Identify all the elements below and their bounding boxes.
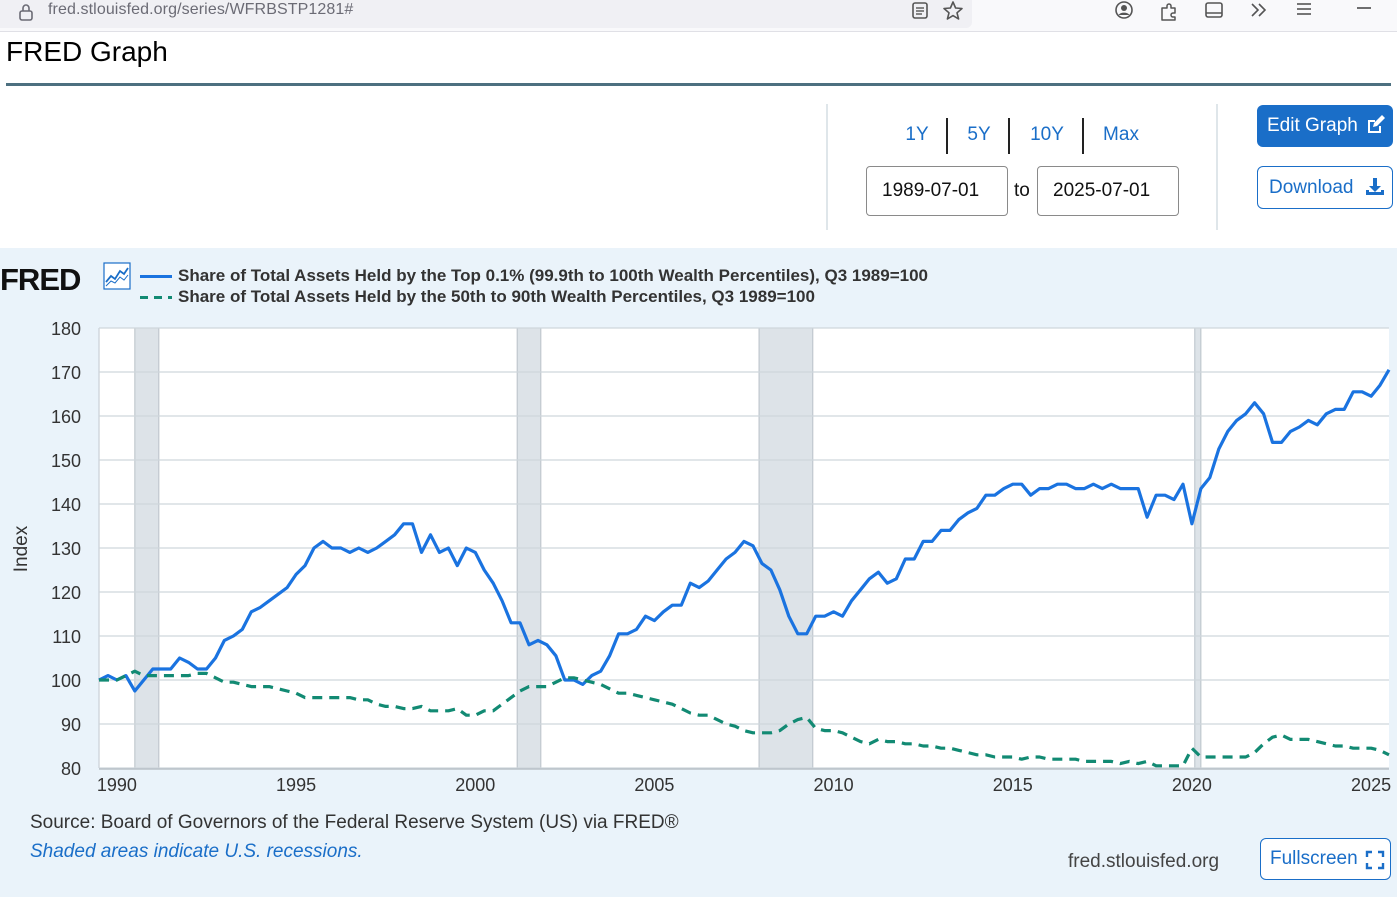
legend-swatch-mid bbox=[140, 296, 172, 299]
overflow-chevron-icon[interactable] bbox=[1248, 0, 1270, 22]
download-label: Download bbox=[1269, 177, 1354, 198]
fullscreen-button[interactable]: Fullscreen bbox=[1260, 838, 1391, 880]
legend-swatch-top bbox=[140, 275, 172, 278]
series-line-top-0-1 bbox=[98, 368, 1391, 693]
x-axis-ticks: 1990 1995 2000 2005 2010 2015 2020 2025 bbox=[97, 775, 1391, 795]
fullscreen-icon bbox=[1365, 850, 1385, 870]
controls-divider-right bbox=[1216, 104, 1218, 230]
extensions-icon[interactable] bbox=[1158, 0, 1180, 22]
y-tick-label: 140 bbox=[51, 495, 81, 515]
account-icon[interactable] bbox=[1113, 0, 1135, 22]
y-tick-label: 180 bbox=[51, 319, 81, 339]
start-date-input[interactable]: 1989-07-01 bbox=[866, 166, 1008, 216]
sidebar-icon[interactable] bbox=[1203, 0, 1225, 22]
y-tick-label: 150 bbox=[51, 451, 81, 471]
edit-icon bbox=[1368, 115, 1385, 133]
download-icon bbox=[1366, 178, 1384, 195]
legend-label-mid: Share of Total Assets Held by the 50th t… bbox=[178, 287, 815, 306]
range-separator bbox=[1008, 118, 1010, 154]
chart-plot[interactable]: 80 90 100 110 120 130 140 150 160 170 180 1990 1995… bbox=[0, 300, 1397, 800]
reader-view-icon[interactable] bbox=[910, 0, 930, 22]
address-bar[interactable]: fred.stlouisfed.org/series/WFRBSTP1281# bbox=[0, 0, 972, 28]
x-tick-label: 2005 bbox=[634, 775, 674, 795]
grid-lines bbox=[98, 327, 1389, 770]
y-axis-ticks: 80 90 100 110 120 130 140 150 160 170 180 bbox=[51, 319, 81, 779]
recession-note: Shaded areas indicate U.S. recessions. bbox=[30, 841, 363, 862]
fred-logo: FRED bbox=[0, 262, 81, 297]
edit-graph-label: Edit Graph bbox=[1267, 115, 1358, 136]
range-1y-button[interactable]: 1Y bbox=[905, 124, 929, 145]
x-tick-label: 2000 bbox=[455, 775, 495, 795]
legend-label-top: Share of Total Assets Held by the Top 0.… bbox=[178, 266, 928, 285]
url-path: /series/WFRBSTP1281# bbox=[177, 1, 354, 18]
title-divider bbox=[6, 83, 1391, 86]
y-tick-label: 90 bbox=[61, 715, 81, 735]
fullscreen-label: Fullscreen bbox=[1270, 848, 1358, 869]
browser-toolbar: fred.stlouisfed.org/series/WFRBSTP1281# bbox=[0, 0, 1397, 32]
minimize-icon[interactable] bbox=[1354, 0, 1376, 22]
x-tick-label: 2015 bbox=[993, 775, 1033, 795]
y-tick-label: 130 bbox=[51, 539, 81, 559]
x-tick-label: 2025 bbox=[1351, 775, 1391, 795]
x-tick-label: 1990 bbox=[97, 775, 137, 795]
y-tick-label: 80 bbox=[61, 759, 81, 779]
series-lines bbox=[98, 368, 1391, 768]
y-tick-label: 170 bbox=[51, 363, 81, 383]
end-date-input[interactable]: 2025-07-01 bbox=[1037, 166, 1179, 216]
controls-divider-left bbox=[826, 104, 828, 230]
range-separator bbox=[946, 118, 948, 154]
download-button[interactable]: Download bbox=[1257, 166, 1393, 209]
lock-icon bbox=[19, 4, 33, 21]
x-tick-label: 2020 bbox=[1172, 775, 1212, 795]
x-tick-label: 2010 bbox=[814, 775, 854, 795]
url-text: fred.stlouisfed.org/series/WFRBSTP1281# bbox=[48, 1, 353, 19]
menu-icon[interactable] bbox=[1293, 0, 1315, 22]
range-max-button[interactable]: Max bbox=[1103, 124, 1139, 145]
series-line-50-90 bbox=[99, 669, 1390, 768]
range-10y-button[interactable]: 10Y bbox=[1030, 124, 1064, 145]
site-url: fred.stlouisfed.org bbox=[1068, 851, 1220, 872]
page-title: FRED Graph bbox=[6, 36, 168, 67]
fred-graph-logo-icon bbox=[103, 262, 131, 290]
source-note: Source: Board of Governors of the Federa… bbox=[30, 812, 679, 833]
y-tick-label: 160 bbox=[51, 407, 81, 427]
url-host: fred.stlouisfed.org bbox=[48, 1, 178, 18]
y-axis-label: Index bbox=[11, 525, 32, 572]
y-tick-label: 120 bbox=[51, 583, 81, 603]
y-tick-label: 110 bbox=[52, 627, 81, 647]
x-tick-label: 1995 bbox=[276, 775, 316, 795]
range-separator bbox=[1082, 118, 1084, 154]
date-to-label: to bbox=[1014, 180, 1030, 201]
y-tick-label: 100 bbox=[51, 671, 81, 691]
bookmark-star-icon[interactable] bbox=[942, 0, 964, 22]
edit-graph-button[interactable]: Edit Graph bbox=[1257, 105, 1393, 147]
range-5y-button[interactable]: 5Y bbox=[967, 124, 991, 145]
